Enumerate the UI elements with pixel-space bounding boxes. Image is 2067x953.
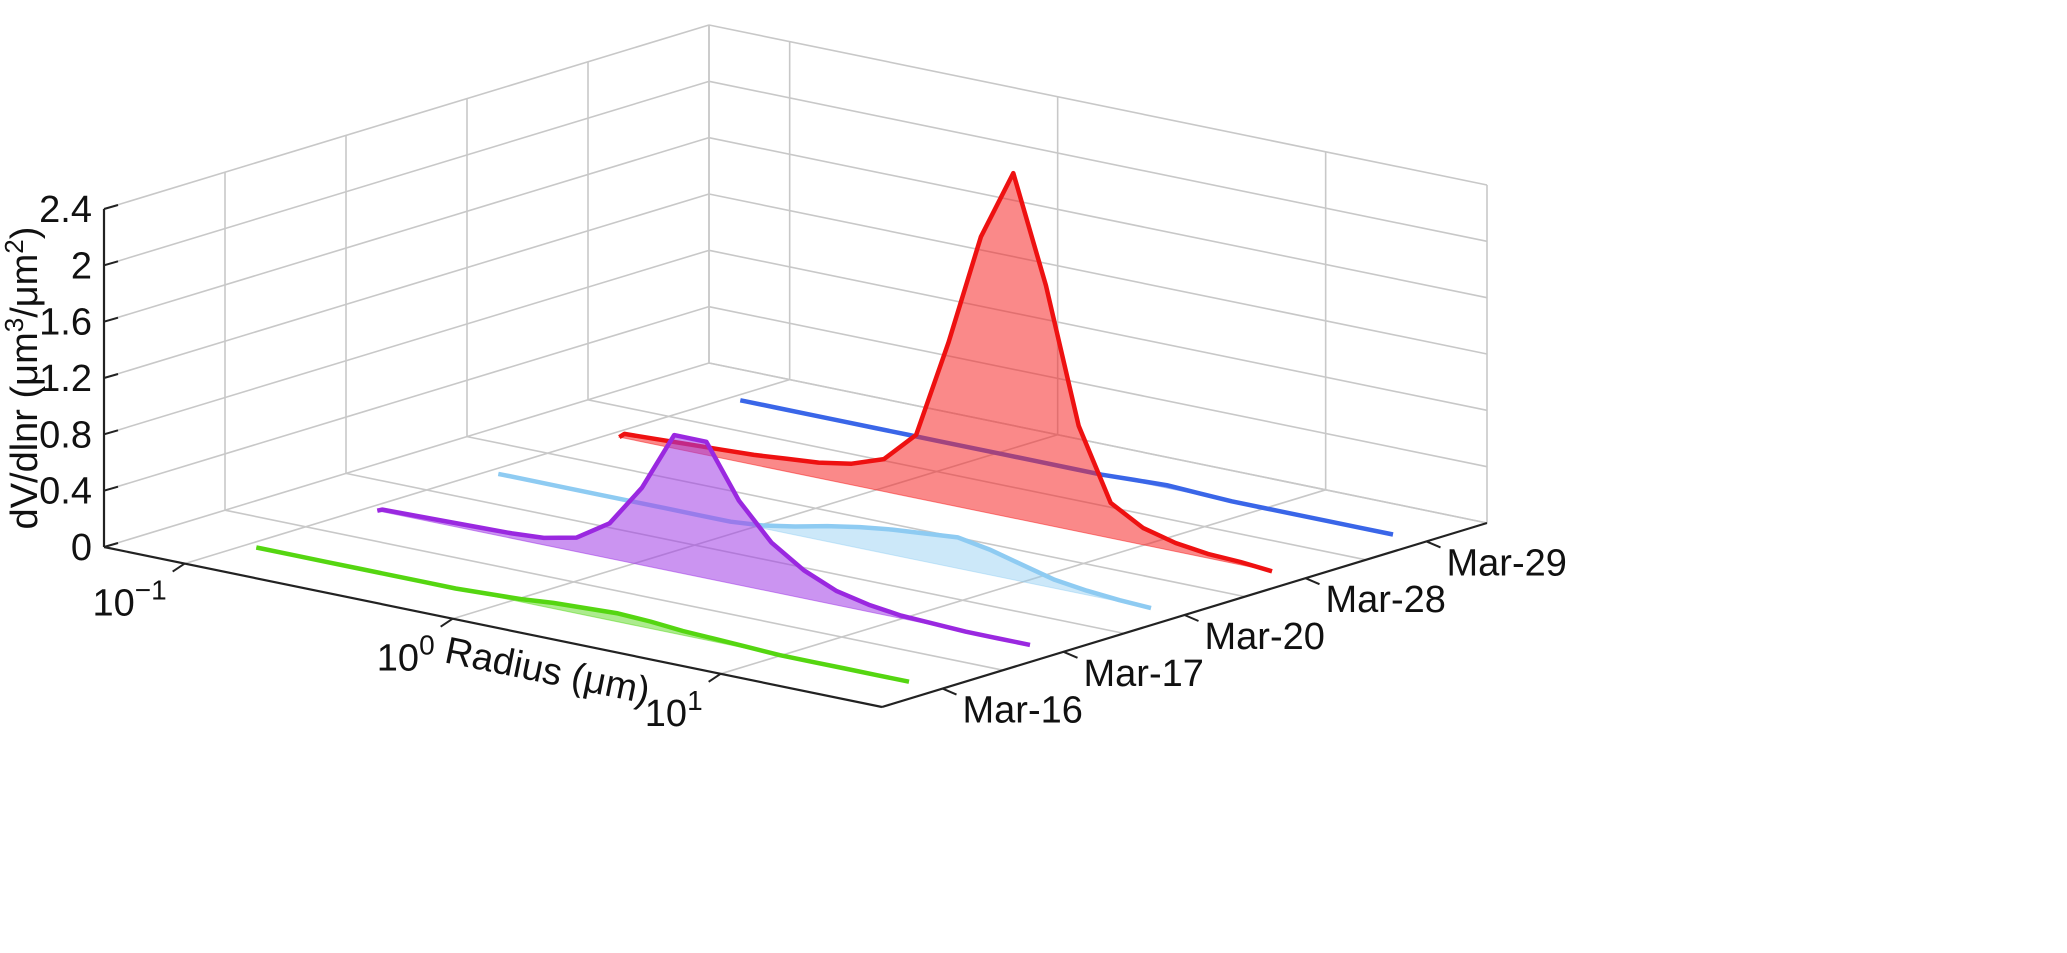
date-tick-label: Mar-17 [1084, 653, 1204, 695]
date-tick [1426, 540, 1441, 549]
y-tick [103, 204, 119, 210]
y-tick [103, 316, 119, 323]
y-tick-label: 0.8 [39, 414, 92, 456]
floor-gridline [184, 378, 790, 565]
series-line-mar-20 [497, 471, 1152, 611]
floor-gridline [720, 489, 1326, 675]
y-tick [103, 373, 119, 379]
x-tick-label: 100 [377, 630, 435, 680]
back-wall-gridline [708, 305, 1488, 468]
floor-gridline [224, 509, 1004, 671]
x-tick-label: 10−1 [92, 575, 166, 625]
date-tick-label: Mar-28 [1326, 579, 1446, 621]
grid-layer [103, 24, 1488, 675]
x-axis-title: Radius (μm) [441, 630, 653, 713]
back-wall-gridline [708, 249, 1488, 412]
y-tick-label: 1.6 [39, 302, 92, 344]
back-wall-gridline [708, 24, 1488, 186]
back-wall-gridline [708, 136, 1488, 299]
series-line-mar-16 [255, 545, 910, 684]
x-tick [440, 617, 454, 628]
side-wall-gridline [103, 136, 710, 323]
y-tick-label: 2.4 [39, 189, 92, 231]
y-tick-label: 0.4 [39, 471, 92, 513]
back-wall-gridline [708, 193, 1488, 355]
side-wall-gridline [103, 249, 710, 436]
date-tick [1184, 614, 1199, 622]
y-tick-label: 2 [71, 245, 92, 287]
y-tick [103, 429, 119, 436]
x-axis-line [103, 545, 883, 709]
side-wall-gridline [103, 362, 710, 548]
y-tick [103, 485, 119, 492]
side-wall-gridline [103, 80, 710, 267]
y-axis-title: dV/dlnr (μm3/μm2) [0, 227, 46, 530]
side-wall-gridline [103, 24, 710, 210]
axes [102, 204, 1488, 709]
date-tick-label: Mar-29 [1447, 542, 1567, 584]
x-tick [708, 672, 722, 683]
date-tick-label: Mar-20 [1205, 616, 1325, 658]
series-line-mar-17 [376, 432, 1031, 648]
series-fills [255, 170, 1394, 684]
floor-gridline [466, 435, 1246, 598]
y-tick [103, 260, 119, 267]
date-tick-label: Mar-16 [963, 690, 1083, 732]
date-tick [942, 687, 957, 696]
x-tick [172, 562, 186, 573]
y-tick-label: 0 [71, 527, 92, 569]
date-tick [1063, 650, 1078, 659]
side-wall-gridline [103, 193, 710, 379]
side-wall-gridline [103, 305, 710, 492]
x-tick-label: 101 [645, 685, 703, 735]
floor-gridline [708, 362, 1488, 524]
y-tick [103, 542, 119, 548]
date-tick [1305, 577, 1320, 586]
back-wall-gridline [708, 80, 1488, 243]
y-tick-label: 1.2 [39, 358, 92, 400]
